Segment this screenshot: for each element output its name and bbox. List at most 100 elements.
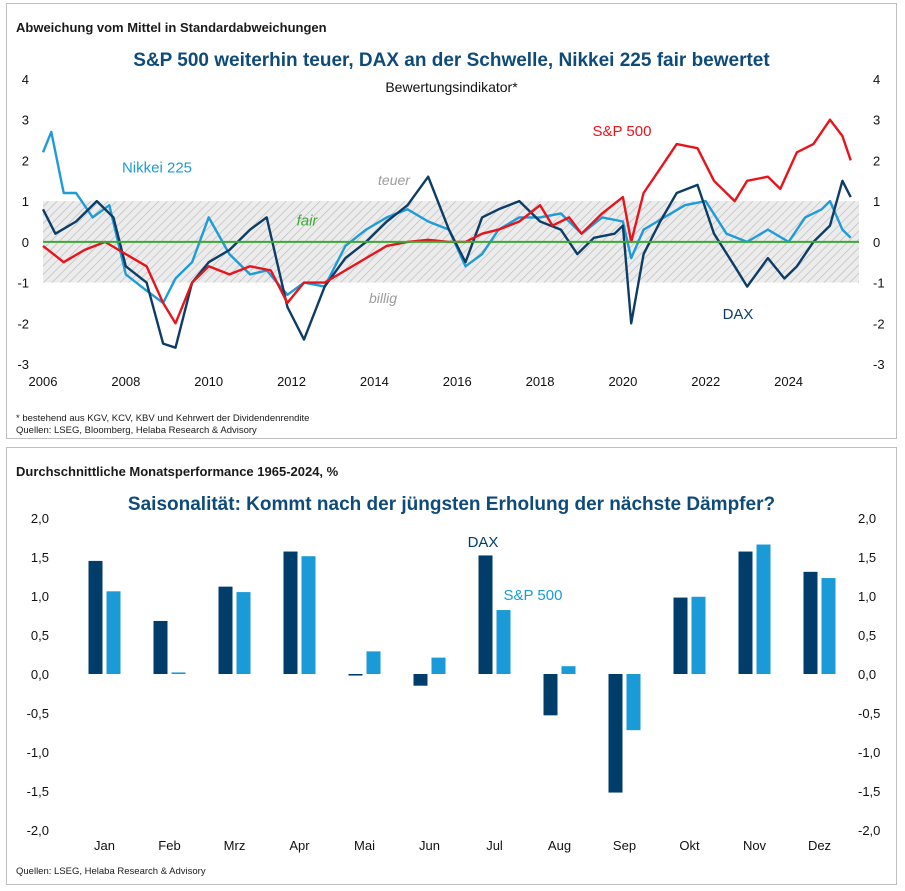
x-tick-label: 2020 <box>608 374 637 389</box>
bar-dax-aug <box>543 674 558 716</box>
x-tick-label: 2006 <box>29 374 58 389</box>
x-tick-label: 2012 <box>277 374 306 389</box>
bar-sp500-mai <box>366 651 381 674</box>
x-tick-label: Okt <box>679 838 700 853</box>
bar-dax-mrz <box>218 586 233 674</box>
valuation-footnote: * bestehend aus KGV, KCV, KBV und Kehrwe… <box>16 413 310 424</box>
x-tick-label: Feb <box>158 838 180 853</box>
bar-sp500-nov <box>756 544 771 674</box>
zone-label-cheap: billig <box>369 290 397 306</box>
x-tick-label: 2014 <box>360 374 389 389</box>
y-tick-label-left: 0,5 <box>31 628 49 643</box>
x-tick-label: 2016 <box>443 374 472 389</box>
y-tick-label-left: 2 <box>22 153 29 168</box>
x-tick-label: Nov <box>743 838 767 853</box>
y-tick-label-left: 0 <box>22 235 29 250</box>
y-tick-label-right: -1,5 <box>858 784 880 799</box>
bar-sp500-feb <box>171 672 186 674</box>
bar-sp500-okt <box>691 596 706 674</box>
bar-sp500-apr <box>301 556 316 674</box>
valuation-panel: Abweichung vom Mittel in Standardabweich… <box>6 3 897 439</box>
bar-sp500-mrz <box>236 592 251 674</box>
bar-dax-feb <box>153 620 168 674</box>
y-tick-label-left: 1,0 <box>31 589 49 604</box>
y-tick-label-left: 0,0 <box>31 667 49 682</box>
seasonality-sources: Quellen: LSEG, Helaba Research & Advisor… <box>16 866 206 877</box>
bar-dax-nov <box>738 551 753 674</box>
y-tick-label-right: 1,5 <box>858 550 876 565</box>
valuation-line-chart: -3 -3 -2 -2 -1 -1 0 0 1 1 2 2 3 3 4 4 2006 2008 2010 2012 20… <box>17 72 885 389</box>
zone-label-expensive: teuer <box>378 172 411 188</box>
series-line-s-p-500 <box>42 118 852 325</box>
x-tick-label: 2024 <box>774 374 803 389</box>
legend-label-dax: DAX <box>468 534 499 551</box>
y-tick-label-right: 2,0 <box>858 511 876 526</box>
bar-dax-jan <box>88 560 103 674</box>
y-tick-label-left: -2,0 <box>27 823 49 838</box>
valuation-subtitle: Bewertungsindikator* <box>385 79 518 95</box>
bar-sp500-jul <box>496 610 511 674</box>
x-tick-label: Jul <box>486 838 503 853</box>
seasonality-kicker: Durchschnittliche Monatsperformance 1965… <box>16 464 339 479</box>
y-tick-label-right: -0,5 <box>858 706 880 721</box>
y-tick-label-right: 2 <box>873 153 880 168</box>
y-tick-label-left: 1 <box>22 194 29 209</box>
bar-dax-mai <box>348 674 363 676</box>
y-tick-label-left: -1,0 <box>27 745 49 760</box>
bar-sp500-jun <box>431 657 446 674</box>
y-tick-label-right: 4 <box>873 72 880 87</box>
y-tick-label-right: -2,0 <box>858 823 880 838</box>
y-tick-label-left: -0,5 <box>27 706 49 721</box>
x-tick-label: Apr <box>289 838 310 853</box>
y-tick-label-left: 1,5 <box>31 550 49 565</box>
y-tick-label-right: -1 <box>873 276 885 291</box>
seasonality-bar-chart: 2,0 2,0 1,5 1,5 1,0 1,0 0,5 0,5 0,0 0,0 -0,5 -0,5 -1… <box>27 511 881 853</box>
y-tick-label-right: -3 <box>873 357 885 372</box>
bar-sp500-jan <box>106 591 121 674</box>
y-tick-label-right: 1 <box>873 194 880 209</box>
legend-label-sp500: S&P 500 <box>504 587 563 604</box>
series-line-dax <box>41 175 852 349</box>
bar-dax-jul <box>478 555 493 674</box>
x-tick-label: Jun <box>419 838 440 853</box>
x-tick-label: Sep <box>613 838 636 853</box>
x-tick-label: Dez <box>808 838 831 853</box>
bar-dax-sep <box>608 674 623 793</box>
bar-sp500-aug <box>561 666 576 674</box>
y-tick-label-left: -1,5 <box>27 784 49 799</box>
y-tick-label-right: 1,0 <box>858 589 876 604</box>
bar-sp500-sep <box>626 674 641 731</box>
x-tick-label: 2018 <box>526 374 555 389</box>
x-tick-label: 2008 <box>111 374 140 389</box>
valuation-kicker: Abweichung vom Mittel in Standardabweich… <box>16 20 327 35</box>
legend-label-sp500: S&P 500 <box>593 123 652 140</box>
seasonality-title: Saisonalität: Kommt nach der jüngsten Er… <box>127 494 776 515</box>
x-tick-label: Aug <box>548 838 571 853</box>
y-tick-label-left: 3 <box>22 113 29 128</box>
legend-label-nikkei: Nikkei 225 <box>122 160 192 177</box>
x-tick-label: Mai <box>354 838 375 853</box>
y-tick-label-left: 2,0 <box>31 511 49 526</box>
x-tick-label: Mrz <box>224 838 246 853</box>
y-tick-label-left: -1 <box>17 276 29 291</box>
y-tick-label-right: -2 <box>873 316 885 331</box>
legend-label-dax: DAX <box>723 306 754 323</box>
y-tick-label-right: 0 <box>873 235 880 250</box>
x-tick-label: 2010 <box>194 374 223 389</box>
y-tick-label-right: 0,5 <box>858 628 876 643</box>
x-tick-label: 2022 <box>691 374 720 389</box>
bar-sp500-dez <box>821 578 836 674</box>
bar-dax-okt <box>673 597 688 674</box>
x-tick-label: Jan <box>94 838 115 853</box>
bar-dax-jun <box>413 674 428 686</box>
bar-dax-apr <box>283 551 298 674</box>
y-tick-label-left: -2 <box>17 316 29 331</box>
bar-dax-dez <box>803 571 818 674</box>
y-tick-label-right: -1,0 <box>858 745 880 760</box>
seasonality-panel: Durchschnittliche Monatsperformance 1965… <box>6 447 897 885</box>
y-tick-label-left: -3 <box>17 357 29 372</box>
valuation-title: S&P 500 weiterhin teuer, DAX an der Schw… <box>133 50 770 71</box>
y-tick-label-right: 0,0 <box>858 667 876 682</box>
y-tick-label-right: 3 <box>873 113 880 128</box>
y-tick-label-left: 4 <box>22 72 29 87</box>
